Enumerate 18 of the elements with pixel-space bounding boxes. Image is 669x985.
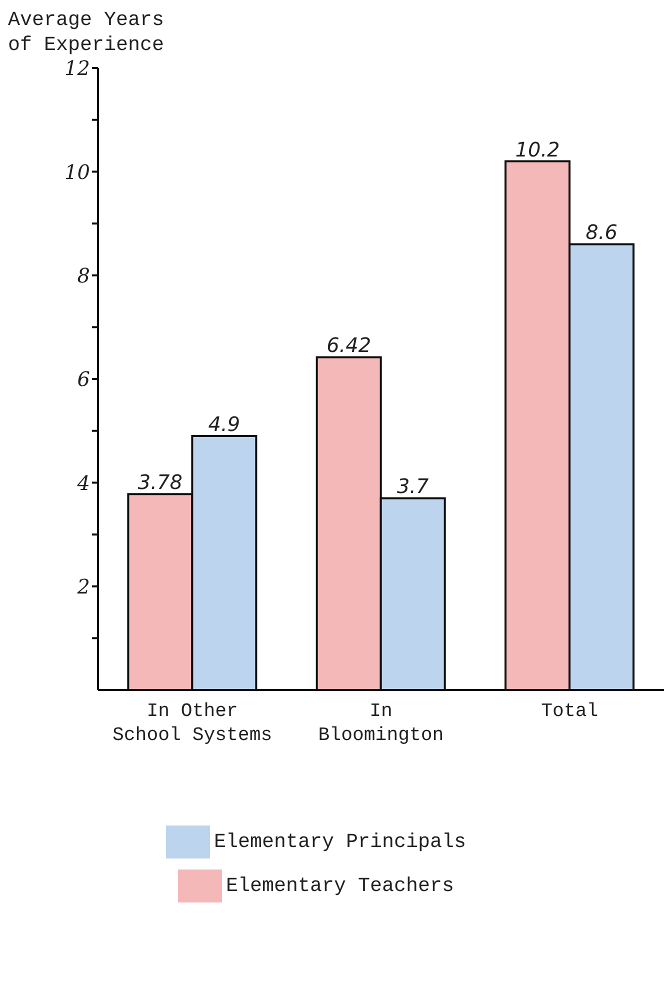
data-label: 4.9 [208, 412, 240, 436]
data-label: 10.2 [515, 137, 560, 162]
x-tick-label: In Other School Systems [112, 700, 272, 746]
legend-label: Elementary Teachers [226, 875, 454, 898]
y-tick-label: 2 [76, 574, 90, 598]
y-tick-label: 10 [64, 160, 90, 184]
data-label: 8.6 [586, 220, 618, 244]
data-label: 3.7 [396, 474, 430, 498]
data-label: 6.42 [326, 333, 372, 358]
y-tick-label: 6 [77, 367, 90, 392]
legend-label: Elementary Principals [214, 831, 466, 854]
x-tick-label: Total [541, 700, 598, 722]
data-label: 3.78 [138, 470, 182, 494]
y-tick-label: 8 [77, 263, 90, 288]
x-tick-label: In Bloomington [318, 700, 444, 746]
y-tick-label: 12 [64, 56, 90, 80]
y-tick-label: 4 [76, 470, 90, 495]
y-axis-title: Average Years of Experience [8, 8, 166, 58]
